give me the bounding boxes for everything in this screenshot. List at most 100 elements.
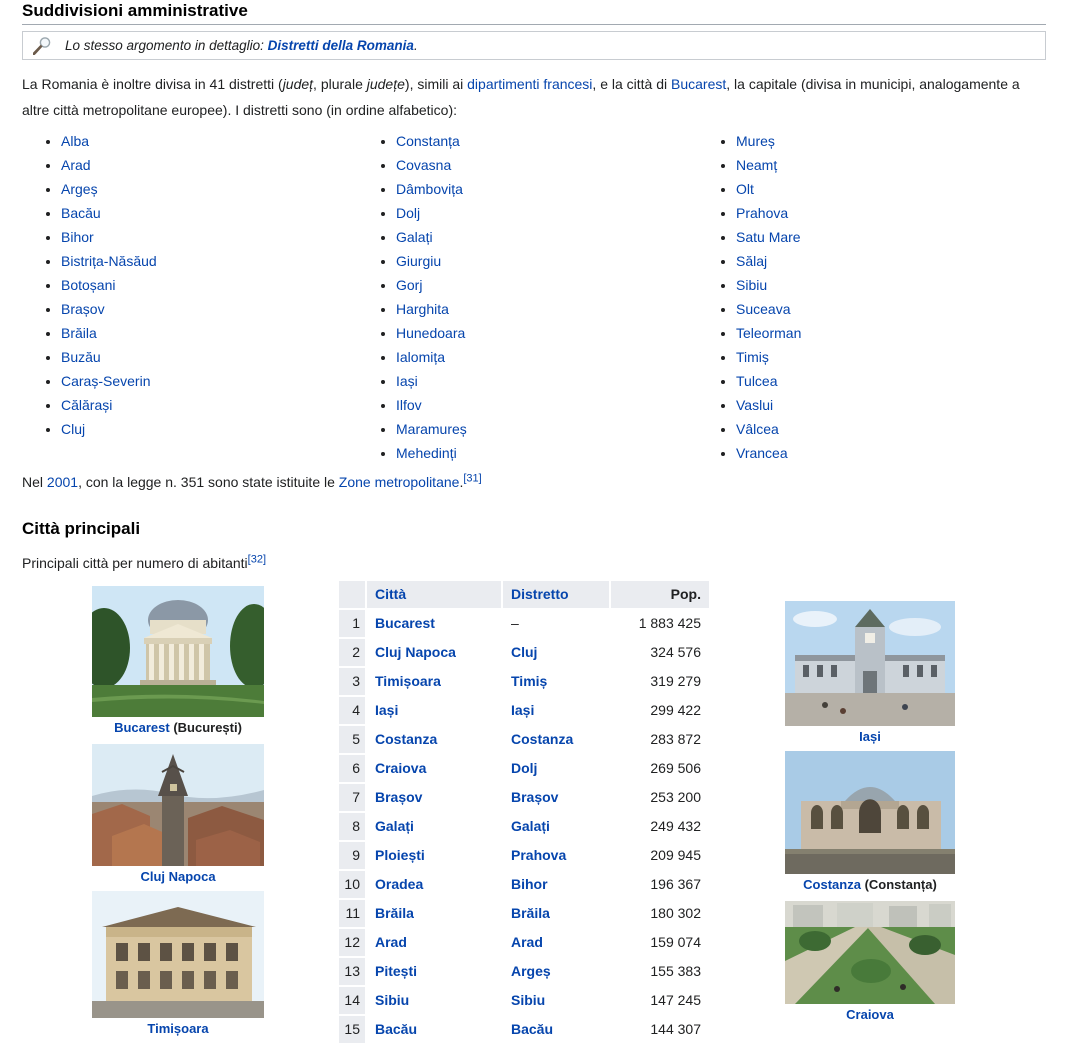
district-link[interactable]: Iași [396, 373, 418, 389]
caption-link-bucarest[interactable]: Bucarest [114, 720, 170, 735]
district-link[interactable]: Vaslui [736, 397, 774, 413]
link-bucarest[interactable]: Bucarest [671, 76, 727, 92]
district-link[interactable]: Prahova [736, 205, 789, 221]
craiova-photo[interactable] [785, 901, 955, 1004]
district-link[interactable]: Ialomița [396, 349, 446, 365]
district-link[interactable]: Sălaj [736, 253, 768, 269]
figure-craiova: Craiova [785, 901, 955, 1023]
district-link[interactable]: Dâmbovița [396, 181, 463, 197]
caption-link-costanza[interactable]: Costanza [803, 877, 861, 892]
district-link[interactable]: Brașov [511, 789, 559, 805]
district-link[interactable]: Giurgiu [396, 253, 442, 269]
city-link[interactable]: Brăila [375, 905, 414, 921]
district-item: Dâmbovița [396, 179, 467, 199]
city-link[interactable]: Oradea [375, 876, 424, 892]
city-link[interactable]: Ploiești [375, 847, 425, 863]
district-link[interactable]: Ilfov [396, 397, 422, 413]
hatnote-link-distretti[interactable]: Distretti della Romania [267, 38, 414, 53]
district-link[interactable]: Argeș [61, 181, 98, 197]
district-link[interactable]: Teleorman [736, 325, 802, 341]
district-link[interactable]: Satu Mare [736, 229, 801, 245]
district-link[interactable]: Neamț [736, 157, 778, 173]
district-link[interactable]: Vrancea [736, 445, 788, 461]
district-link[interactable]: Hunedoara [396, 325, 466, 341]
district-link[interactable]: Cluj [511, 644, 538, 660]
district-link[interactable]: Suceava [736, 301, 791, 317]
city-link[interactable]: Brașov [375, 789, 423, 805]
timisoara-photo[interactable] [92, 891, 264, 1018]
costanza-photo[interactable] [785, 751, 955, 874]
district-link[interactable]: Bacău [511, 1021, 554, 1037]
rank-cell: 13 [339, 958, 365, 985]
district-link[interactable]: Timiș [511, 673, 548, 689]
district-link[interactable]: Dolj [511, 760, 538, 776]
district-link[interactable]: Alba [61, 133, 90, 149]
district-link[interactable]: Mehedinți [396, 445, 457, 461]
district-link[interactable]: Galați [396, 229, 433, 245]
district-link[interactable]: Timiș [736, 349, 769, 365]
district-item: Tulcea [736, 371, 801, 391]
district-link[interactable]: Bihor [511, 876, 548, 892]
city-link[interactable]: Cluj Napoca [375, 644, 456, 660]
caption-link-iasi[interactable]: Iași [859, 729, 881, 744]
district-link[interactable]: Brăila [61, 325, 97, 341]
district-link[interactable]: Tulcea [736, 373, 778, 389]
city-link[interactable]: Costanza [375, 731, 438, 747]
district-link[interactable]: Iași [511, 702, 535, 718]
iasi-photo[interactable] [785, 601, 955, 726]
city-link[interactable]: Arad [375, 934, 407, 950]
district-link[interactable]: Mureș [736, 133, 775, 149]
district-link[interactable]: Bacău [61, 205, 101, 221]
city-cell: Costanza [367, 726, 501, 753]
district-link[interactable]: Buzău [61, 349, 101, 365]
district-link[interactable]: Covasna [396, 157, 452, 173]
district-link[interactable]: Bistrița-Năsăud [61, 253, 157, 269]
district-link[interactable]: Brașov [61, 301, 105, 317]
city-link[interactable]: Craiova [375, 760, 427, 776]
district-link[interactable]: Sibiu [511, 992, 546, 1008]
district-header-link[interactable]: Distretto [511, 586, 569, 602]
city-link[interactable]: Bucarest [375, 615, 435, 631]
city-link[interactable]: Bacău [375, 1021, 418, 1037]
city-header-link[interactable]: Città [375, 586, 407, 602]
city-cell: Craiova [367, 755, 501, 782]
reference-31-link[interactable]: [31] [463, 472, 482, 485]
link-2001[interactable]: 2001 [46, 474, 79, 490]
city-link[interactable]: Sibiu [375, 992, 410, 1008]
link-zone-metropolitane[interactable]: Zone metropolitane [338, 474, 460, 490]
caption-link-craiova[interactable]: Craiova [846, 1007, 894, 1022]
caption-link-cluj-napoca[interactable]: Cluj Napoca [140, 869, 216, 884]
district-link[interactable]: Harghita [396, 301, 449, 317]
district-link[interactable]: Arad [511, 934, 543, 950]
district-link[interactable]: Constanța [396, 133, 460, 149]
bucarest-photo[interactable] [92, 586, 264, 717]
district-link[interactable]: Galați [511, 818, 550, 834]
district-link[interactable]: Gorj [396, 277, 423, 293]
district-link[interactable]: Arad [61, 157, 91, 173]
district-link[interactable]: Botoșani [61, 277, 116, 293]
district-link[interactable]: Bihor [61, 229, 94, 245]
district-link[interactable]: Cluj [61, 421, 86, 437]
district-link[interactable]: Brăila [511, 905, 550, 921]
district-link[interactable]: Caraș-Severin [61, 373, 151, 389]
caption-link-timisoara[interactable]: Timișoara [147, 1021, 209, 1036]
city-link[interactable]: Iași [375, 702, 399, 718]
district-item: Ilfov [396, 395, 467, 415]
district-link[interactable]: Prahova [511, 847, 567, 863]
city-cell: Bacău [367, 1016, 501, 1043]
link-dipartimenti-francesi[interactable]: dipartimenti francesi [467, 76, 593, 92]
district-link[interactable]: Călărași [61, 397, 113, 413]
reference-32-link[interactable]: [32] [247, 553, 267, 566]
district-item: Olt [736, 179, 801, 199]
district-link[interactable]: Olt [736, 181, 754, 197]
district-link[interactable]: Maramureș [396, 421, 467, 437]
city-link[interactable]: Galați [375, 818, 414, 834]
district-link[interactable]: Argeș [511, 963, 551, 979]
district-link[interactable]: Costanza [511, 731, 574, 747]
district-link[interactable]: Sibiu [736, 277, 768, 293]
district-link[interactable]: Dolj [396, 205, 421, 221]
city-link[interactable]: Pitești [375, 963, 418, 979]
city-link[interactable]: Timișoara [375, 673, 441, 689]
district-link[interactable]: Vâlcea [736, 421, 779, 437]
cluj-napoca-photo[interactable] [92, 744, 264, 866]
